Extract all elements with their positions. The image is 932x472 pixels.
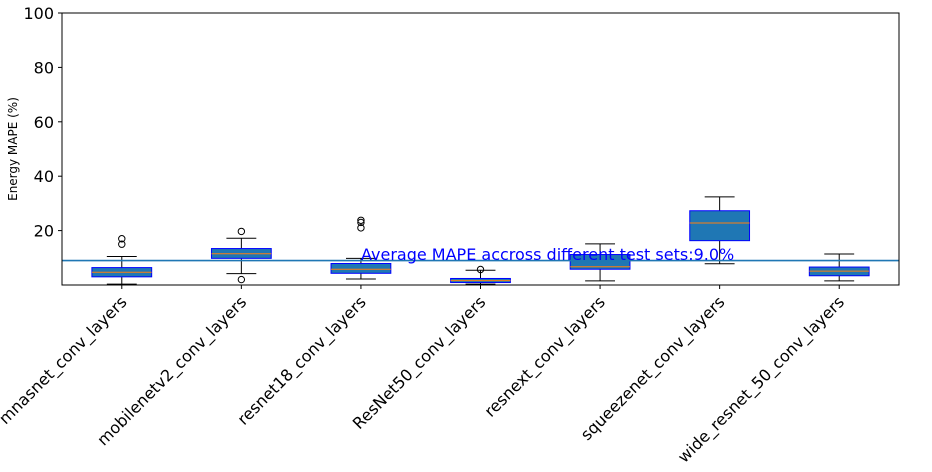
x-tick-label: mnasnet_conv_layers	[0, 292, 131, 428]
x-tick-label: ResNet50_conv_layers	[349, 292, 490, 433]
box-resnext_conv_layers	[569, 243, 631, 282]
outlier-point	[237, 275, 246, 284]
box-mobilenetv2_conv_layers	[210, 227, 272, 284]
box-ResNet50_conv_layers	[450, 265, 511, 285]
box-resnet18_conv_layers	[330, 216, 392, 280]
outlier-point	[357, 218, 365, 227]
outlier-point	[357, 216, 365, 224]
box-wide_resnet_50_conv_layers	[808, 253, 870, 282]
box-iqr	[330, 263, 392, 274]
box-mnasnet_conv_layers	[91, 235, 153, 285]
boxes-layer	[91, 196, 870, 285]
outlier-point	[357, 224, 365, 232]
y-axis-label: Energy MAPE (%)	[6, 97, 20, 201]
y-tick-label: 40	[34, 167, 54, 186]
x-tick-label: resnext_conv_layers	[481, 292, 610, 421]
outlier-point	[118, 235, 126, 243]
y-tick-label: 20	[34, 222, 54, 241]
outlier-point	[476, 265, 485, 274]
box-iqr	[689, 210, 751, 242]
y-tick-label: 60	[34, 113, 54, 132]
y-tick-label: 100	[23, 4, 54, 23]
average-annotation: Average MAPE accross different test sets…	[361, 245, 734, 264]
plot-area	[62, 13, 899, 285]
x-axis: mnasnet_conv_layersmobilenetv2_conv_laye…	[0, 285, 849, 467]
x-tick-label: resnet18_conv_layers	[233, 292, 370, 429]
y-tick-label: 80	[34, 58, 54, 77]
box-iqr	[569, 254, 631, 270]
y-axis: 20 40 60 80 100	[23, 4, 62, 241]
outlier-point	[237, 227, 246, 236]
box-squeezenet_conv_layers	[689, 196, 751, 265]
outlier-point	[118, 240, 126, 248]
